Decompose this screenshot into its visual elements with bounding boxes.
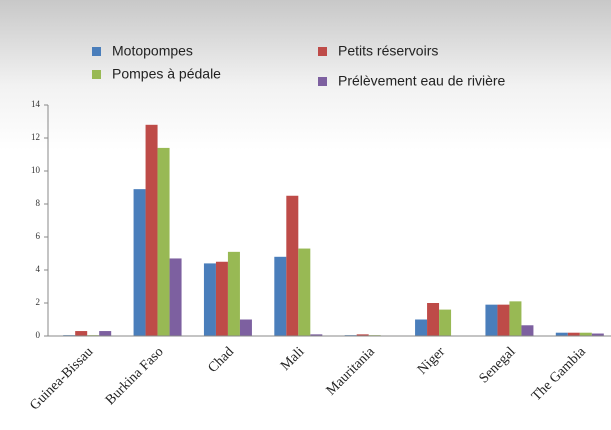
bar <box>310 334 323 336</box>
bar <box>555 332 568 336</box>
bar <box>239 319 252 336</box>
bar <box>99 331 112 336</box>
bar <box>215 261 228 336</box>
bar <box>274 256 287 336</box>
legend-label: Prélèvement eau de rivière <box>338 73 506 89</box>
legend-swatch <box>318 47 327 56</box>
y-tick-label: 6 <box>36 231 41 241</box>
bar <box>567 332 580 336</box>
bar <box>439 309 452 336</box>
bar <box>298 248 311 336</box>
bar <box>286 195 299 336</box>
bar <box>133 189 146 336</box>
legend-label: Motopompes <box>112 43 193 59</box>
bar <box>157 147 170 336</box>
bar <box>497 304 510 336</box>
legend-swatch <box>92 47 101 56</box>
bar <box>579 332 592 336</box>
bar <box>145 124 158 336</box>
legend-swatch <box>92 70 101 79</box>
bar <box>485 304 498 336</box>
y-tick-label: 2 <box>36 297 41 307</box>
y-tick-label: 10 <box>31 165 41 175</box>
bar <box>427 303 440 336</box>
bar <box>591 333 604 336</box>
bar <box>203 263 216 336</box>
bar <box>509 301 522 336</box>
legend-swatch <box>318 77 327 86</box>
bar <box>169 258 182 336</box>
bar <box>356 334 369 336</box>
legend-label: Pompes à pédale <box>112 66 221 82</box>
bar <box>227 251 240 336</box>
y-tick-label: 8 <box>36 198 41 208</box>
y-tick-label: 12 <box>31 132 40 142</box>
bar <box>415 319 428 336</box>
y-tick-label: 0 <box>36 330 41 340</box>
y-tick-label: 4 <box>36 264 41 274</box>
y-tick-label: 14 <box>31 99 41 109</box>
bar <box>521 325 534 336</box>
legend-label: Petits réservoirs <box>338 43 438 59</box>
bar <box>75 331 88 336</box>
